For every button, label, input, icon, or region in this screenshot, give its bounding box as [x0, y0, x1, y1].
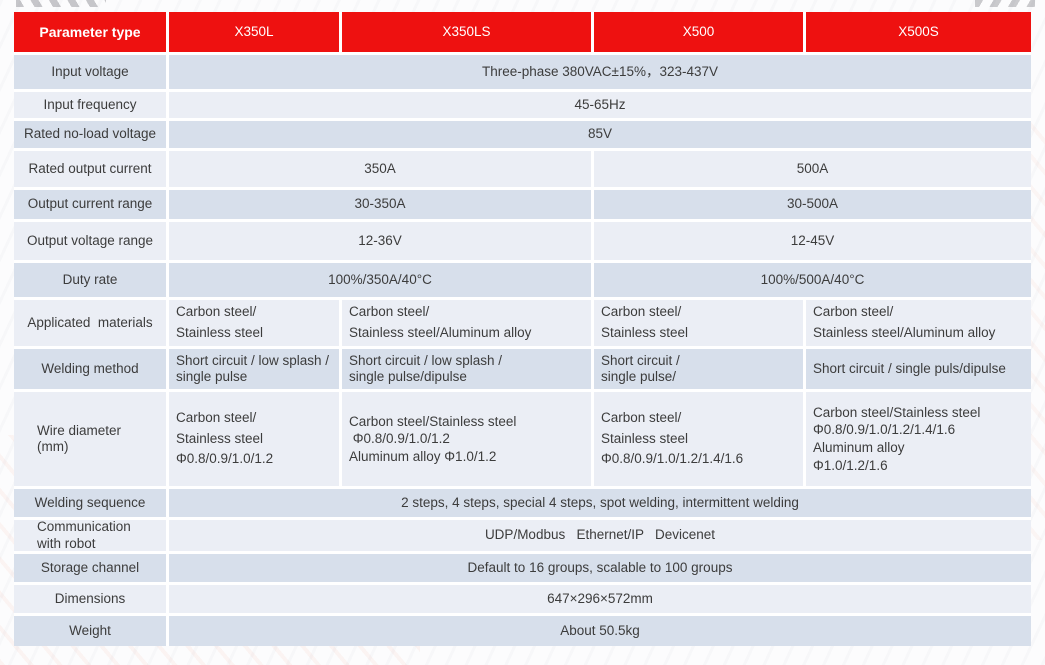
value-output-voltage-range-x350: 12-36V: [169, 222, 591, 260]
value-applicated-materials-x500s: Carbon steel/ Stainless steel/Aluminum a…: [806, 300, 1031, 346]
value-welding-method-x350ls: Short circuit / low splash / single puls…: [342, 349, 591, 389]
spec-table: Parameter type X350L X350LS X500 X500S I…: [14, 12, 1031, 646]
row-label-input-frequency: Input frequency: [14, 92, 166, 118]
row-label-wire-diameter: Wire diameter (mm): [14, 392, 166, 486]
value-applicated-materials-x350ls: Carbon steel/ Stainless steel/Aluminum a…: [342, 300, 591, 346]
background-mark-top-left: [16, 0, 106, 7]
header-model-x500s: X500S: [806, 12, 1031, 52]
row-label-input-voltage: Input voltage: [14, 55, 166, 89]
value-wire-diameter-x500s: Carbon steel/Stainless steel Φ0.8/0.9/1.…: [806, 392, 1031, 486]
header-model-x350ls: X350LS: [342, 12, 591, 52]
row-label-rated-output-current: Rated output current: [14, 151, 166, 187]
row-label-welding-sequence: Welding sequence: [14, 489, 166, 517]
row-label-storage-channel: Storage channel: [14, 554, 166, 582]
value-rated-no-load-voltage: 85V: [169, 121, 1031, 148]
value-duty-rate-x500: 100%/500A/40°C: [594, 263, 1031, 297]
value-rated-output-current-x500: 500A: [594, 151, 1031, 187]
value-duty-rate-x350: 100%/350A/40°C: [169, 263, 591, 297]
row-label-rated-no-load-voltage: Rated no-load voltage: [14, 121, 166, 148]
value-input-frequency: 45-65Hz: [169, 92, 1031, 118]
value-output-current-range-x500: 30-500A: [594, 190, 1031, 219]
value-input-voltage: Three-phase 380VAC±15%，323-437V: [169, 55, 1031, 89]
background-mark-top-right: [975, 0, 1035, 7]
row-label-duty-rate: Duty rate: [14, 263, 166, 297]
value-dimensions: 647×296×572mm: [169, 585, 1031, 613]
row-label-welding-method: Welding method: [14, 349, 166, 389]
value-output-voltage-range-x500: 12-45V: [594, 222, 1031, 260]
value-welding-method-x350l: Short circuit / low splash / single puls…: [169, 349, 339, 389]
value-weight: About 50.5kg: [169, 616, 1031, 646]
row-label-dimensions: Dimensions: [14, 585, 166, 613]
value-applicated-materials-x350l: Carbon steel/ Stainless steel: [169, 300, 339, 346]
row-label-output-voltage-range: Output voltage range: [14, 222, 166, 260]
header-model-x350l: X350L: [169, 12, 339, 52]
value-storage-channel: Default to 16 groups, scalable to 100 gr…: [169, 554, 1031, 582]
value-wire-diameter-x350l: Carbon steel/ Stainless steel Φ0.8/0.9/1…: [169, 392, 339, 486]
value-communication-with-robot: UDP/Modbus Ethernet/IP Devicenet: [169, 520, 1031, 551]
row-label-communication-with-robot: Communication with robot: [14, 519, 166, 551]
value-wire-diameter-x350ls: Carbon steel/Stainless steel Φ0.8/0.9/1.…: [342, 392, 591, 486]
value-wire-diameter-x500: Carbon steel/ Stainless steel Φ0.8/0.9/1…: [594, 392, 803, 486]
row-label-output-current-range: Output current range: [14, 190, 166, 219]
value-welding-method-x500s: Short circuit / single puls/dipulse: [806, 349, 1031, 389]
value-applicated-materials-x500: Carbon steel/ Stainless steel: [594, 300, 803, 346]
header-model-x500: X500: [594, 12, 803, 52]
header-parameter-type: Parameter type: [14, 12, 166, 52]
value-welding-method-x500: Short circuit / single pulse/: [594, 349, 803, 389]
value-rated-output-current-x350: 350A: [169, 151, 591, 187]
value-welding-sequence: 2 steps, 4 steps, special 4 steps, spot …: [169, 489, 1031, 517]
value-output-current-range-x350: 30-350A: [169, 190, 591, 219]
row-label-weight: Weight: [14, 616, 166, 646]
row-label-applicated-materials: Applicated materials: [14, 300, 166, 346]
